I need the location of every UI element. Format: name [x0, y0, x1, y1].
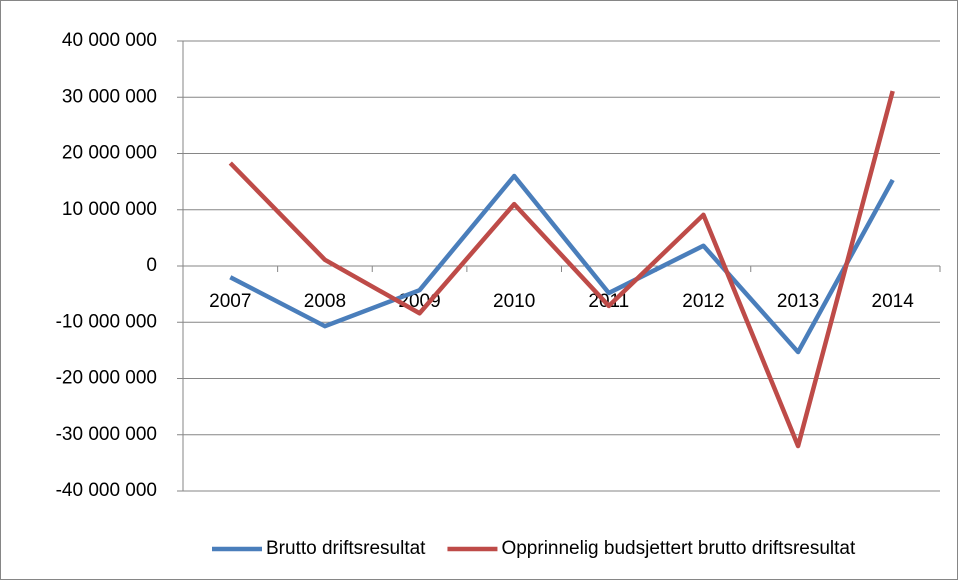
y-tick-label: 20 000 000	[62, 143, 157, 164]
y-tick-label: -10 000 000	[56, 311, 157, 332]
y-tick-label: -30 000 000	[56, 424, 157, 445]
legend-label: Brutto driftsresultat	[266, 538, 426, 559]
y-tick-label: 10 000 000	[62, 199, 157, 220]
x-tick-label: 2013	[777, 291, 819, 312]
y-tick-label: 40 000 000	[62, 30, 157, 51]
x-tick-label: 2007	[209, 291, 251, 312]
y-tick-label: 30 000 000	[62, 86, 157, 107]
x-tick-label: 2010	[493, 291, 535, 312]
y-tick-label: -20 000 000	[56, 368, 157, 389]
x-tick-label: 2014	[872, 291, 915, 312]
series-line	[229, 173, 895, 355]
y-tick-label: 0	[146, 255, 157, 276]
y-tick-label: -40 000 000	[56, 480, 157, 501]
legend-label: Opprinnelig budsjettert brutto driftsres…	[501, 538, 856, 559]
series-line	[228, 90, 895, 449]
x-tick-label: 2012	[682, 291, 724, 312]
x-tick-label: 2008	[304, 291, 346, 312]
